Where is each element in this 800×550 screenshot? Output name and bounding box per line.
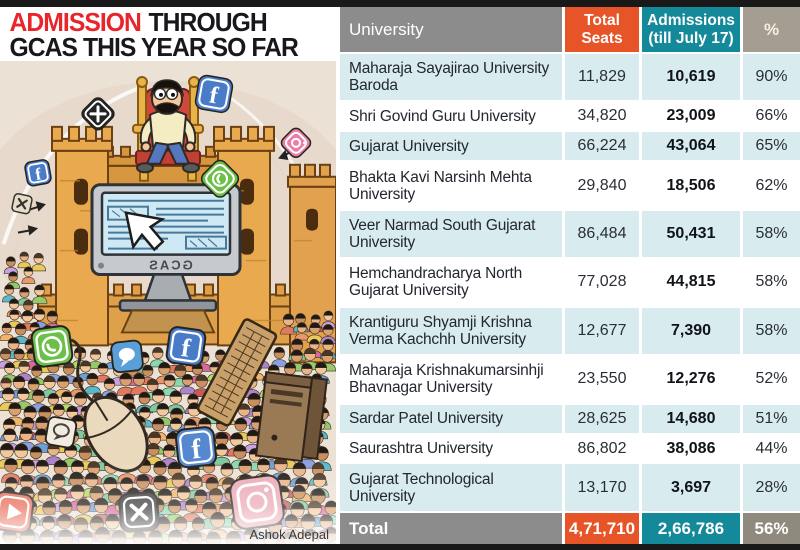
cpu-tower bbox=[254, 371, 328, 463]
total-seats: 11,829 bbox=[562, 54, 639, 101]
university-name: Saurashtra University bbox=[349, 440, 493, 458]
instagram-icon bbox=[280, 127, 312, 159]
total-seats: 13,170 bbox=[562, 464, 639, 511]
total-seats: 86,484 bbox=[562, 210, 639, 258]
percent: 65% bbox=[740, 132, 800, 161]
bottom-fade bbox=[0, 460, 336, 544]
svg-text:f: f bbox=[34, 164, 43, 184]
table-header: University Total Seats Admissions (till … bbox=[340, 7, 800, 52]
col-header-percent: % bbox=[740, 7, 800, 52]
page-title: ADMISSION THROUGH GCAS THIS YEAR SO FAR bbox=[0, 7, 319, 61]
total-seats-value: 4,71,710 bbox=[562, 513, 639, 544]
total-label: Total bbox=[340, 513, 562, 544]
admissions: 14,680 bbox=[639, 404, 740, 433]
chat-bubble-icon bbox=[110, 339, 144, 374]
university-name: Sardar Patel University bbox=[349, 410, 503, 428]
admissions: 38,086 bbox=[639, 434, 740, 463]
university-name: Maharaja Sayajirao University Baroda bbox=[349, 60, 550, 95]
percent: 66% bbox=[740, 102, 800, 131]
col-header-total-seats: Total Seats bbox=[562, 7, 639, 52]
admissions: 44,815 bbox=[639, 259, 740, 306]
percent: 28% bbox=[740, 464, 800, 511]
cartoon-svg: GCAS bbox=[0, 61, 336, 544]
university-name: Veer Narmad South Gujarat University bbox=[349, 216, 536, 251]
table-row: Krantiguru Shyamji Krishna Verma Kachchh… bbox=[340, 305, 800, 355]
table-row: Saurashtra University 86,802 38,086 44% bbox=[340, 432, 800, 463]
table-row: Hemchandracharya North Gujarat Universit… bbox=[340, 257, 800, 306]
facebook-icon: f bbox=[194, 74, 234, 114]
table-body: Maharaja Sayajirao University Baroda 11,… bbox=[340, 52, 800, 511]
admissions: 43,064 bbox=[639, 132, 740, 161]
university-name: Gujarat University bbox=[349, 137, 469, 155]
total-row: Total 4,71,710 2,66,786 56% bbox=[340, 511, 800, 544]
whatsapp-icon bbox=[30, 325, 74, 368]
svg-text:f: f bbox=[190, 434, 203, 466]
university-name: Gujarat Technological University bbox=[349, 470, 494, 505]
left-panel: ADMISSION THROUGH GCAS THIS YEAR SO FAR bbox=[0, 7, 336, 544]
total-seats: 28,625 bbox=[562, 404, 639, 433]
percent: 44% bbox=[740, 434, 800, 463]
total-seats: 86,802 bbox=[562, 434, 639, 463]
total-seats: 23,550 bbox=[562, 356, 639, 403]
panel-divider bbox=[336, 7, 340, 544]
total-seats: 29,840 bbox=[562, 162, 639, 209]
facebook-icon: f bbox=[24, 159, 52, 187]
admissions: 12,276 bbox=[639, 356, 740, 403]
chat-bubble-icon bbox=[44, 416, 78, 449]
total-seats: 34,820 bbox=[562, 102, 639, 131]
percent: 52% bbox=[740, 356, 800, 403]
artist-credit: Ashok Adepal bbox=[249, 527, 329, 542]
admissions-table: University Total Seats Admissions (till … bbox=[340, 7, 800, 544]
total-seats: 77,028 bbox=[562, 259, 639, 306]
table-row: Maharaja Krishnakumarsinhji Bhavnagar Un… bbox=[340, 354, 800, 403]
admissions: 10,619 bbox=[639, 54, 740, 101]
table-row: Sardar Patel University 28,625 14,680 51… bbox=[340, 402, 800, 433]
title-highlight: ADMISSION bbox=[9, 7, 142, 37]
university-name: Shri Govind Guru University bbox=[349, 107, 536, 125]
percent: 58% bbox=[740, 259, 800, 306]
admissions: 50,431 bbox=[639, 210, 740, 258]
col-header-university: University bbox=[340, 7, 562, 52]
table-row: Maharaja Sayajirao University Baroda 11,… bbox=[340, 52, 800, 101]
total-seats: 12,677 bbox=[562, 307, 639, 355]
col-header-admissions: Admissions (till July 17) bbox=[639, 7, 740, 52]
bottom-rule bbox=[0, 544, 800, 550]
percent: 58% bbox=[740, 307, 800, 355]
university-name: Hemchandracharya North Gujarat Universit… bbox=[349, 265, 523, 300]
cartoon-illustration: GCAS bbox=[0, 61, 336, 544]
x-close-icon bbox=[11, 193, 33, 215]
admissions: 7,390 bbox=[639, 307, 740, 355]
percent: 90% bbox=[740, 54, 800, 101]
cursor-arrow-icon bbox=[124, 211, 166, 252]
total-percent-value: 56% bbox=[740, 513, 800, 544]
seated-man bbox=[136, 79, 200, 174]
admissions: 23,009 bbox=[639, 102, 740, 131]
percent: 51% bbox=[740, 404, 800, 433]
title-line2: GCAS THIS YEAR SO FAR bbox=[9, 32, 299, 62]
keyboard bbox=[196, 318, 278, 427]
x-close-icon bbox=[81, 97, 115, 131]
admissions: 18,506 bbox=[639, 162, 740, 209]
facebook-icon: f bbox=[165, 326, 207, 367]
table-row: Gujarat University 66,224 43,064 65% bbox=[340, 130, 800, 161]
whatsapp-icon bbox=[200, 159, 240, 198]
table-row: Bhakta Kavi Narsinh Mehta University 29,… bbox=[340, 160, 800, 209]
table-row: Gujarat Technological University 13,170 … bbox=[340, 462, 800, 511]
admissions: 3,697 bbox=[639, 464, 740, 511]
top-rule bbox=[0, 0, 800, 7]
percent: 58% bbox=[740, 210, 800, 258]
monitor-brand-mirrored: GCAS bbox=[147, 258, 193, 273]
university-name: Krantiguru Shyamji Krishna Verma Kachchh… bbox=[349, 313, 532, 348]
table-row: Veer Narmad South Gujarat University 86,… bbox=[340, 208, 800, 258]
total-seats: 66,224 bbox=[562, 132, 639, 161]
computer-monitor: GCAS bbox=[90, 183, 242, 334]
table-row: Shri Govind Guru University 34,820 23,00… bbox=[340, 100, 800, 131]
percent: 62% bbox=[740, 162, 800, 209]
computer-mouse bbox=[70, 338, 149, 473]
total-admissions-value: 2,66,786 bbox=[639, 513, 740, 544]
university-name: Maharaja Krishnakumarsinhji Bhavnagar Un… bbox=[349, 362, 544, 397]
title-rest: THROUGH bbox=[148, 7, 268, 37]
university-name: Bhakta Kavi Narsinh Mehta University bbox=[349, 168, 532, 203]
